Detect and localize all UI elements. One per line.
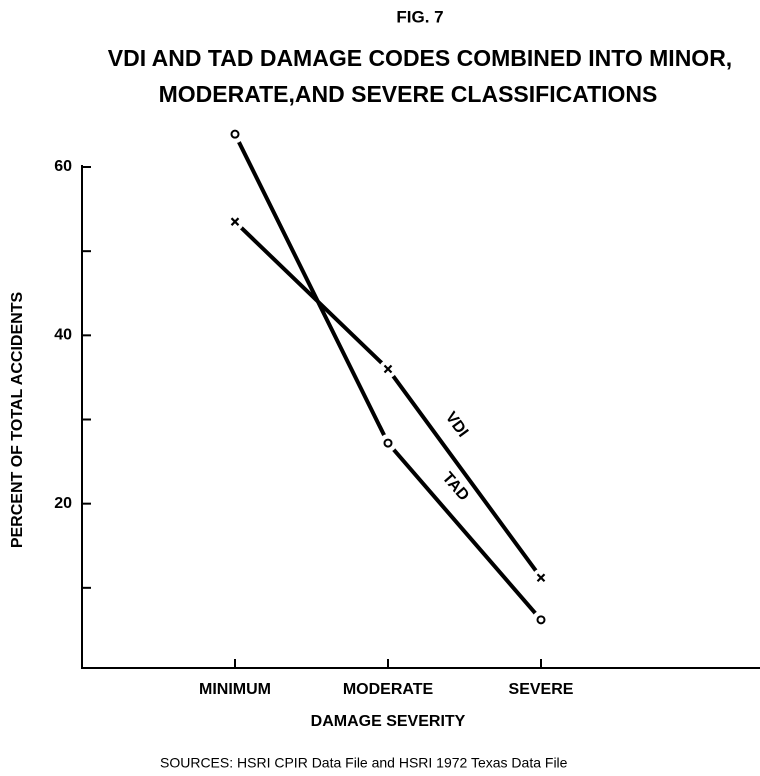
marker bbox=[230, 217, 240, 226]
marker bbox=[230, 129, 240, 139]
marker-gap bbox=[226, 125, 244, 144]
marker bbox=[383, 438, 393, 448]
marker bbox=[536, 573, 546, 583]
chart-title: VDI AND TAD DAMAGE CODES COMBINED INTO M… bbox=[108, 45, 732, 71]
marker-gap bbox=[532, 610, 550, 629]
marker-gap bbox=[379, 434, 397, 453]
chart-title: MODERATE,AND SEVERE CLASSIFICATIONS bbox=[159, 81, 658, 107]
x-axis-title: DAMAGE SEVERITY bbox=[311, 713, 466, 730]
x-tick-label: MODERATE bbox=[343, 681, 434, 698]
x-tick-label: MINIMUM bbox=[199, 681, 271, 698]
y-tick-label: 20 bbox=[54, 495, 72, 512]
x-tick-label: SEVERE bbox=[509, 681, 574, 698]
series-line bbox=[233, 220, 543, 579]
y-axis-title: PERCENT OF TOTAL ACCIDENTS bbox=[9, 292, 26, 549]
source-note: SOURCES: HSRI CPIR Data File and HSRI 19… bbox=[160, 755, 568, 771]
marker bbox=[383, 364, 393, 374]
series-label: VDI bbox=[442, 409, 471, 441]
y-tick-label: 60 bbox=[54, 158, 72, 175]
figure-label: FIG. 7 bbox=[396, 7, 443, 26]
y-tick-label: 40 bbox=[54, 327, 72, 344]
marker bbox=[536, 615, 546, 625]
